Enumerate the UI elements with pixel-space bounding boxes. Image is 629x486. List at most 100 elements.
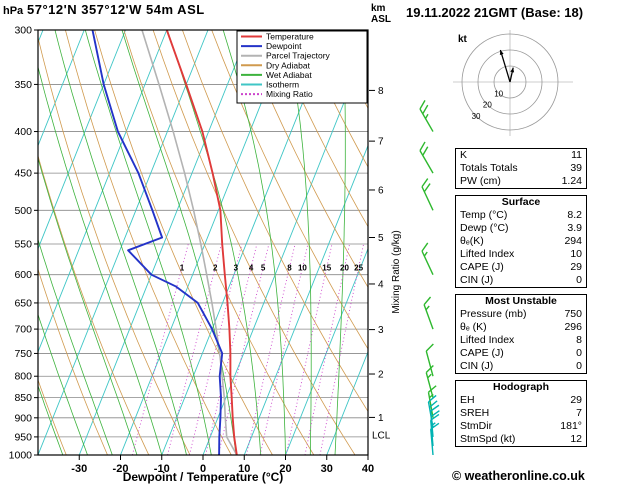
stat-row: Lifted Index 8 bbox=[456, 334, 586, 347]
mixing-ratio-line bbox=[285, 243, 333, 455]
km-tick-label: 1 bbox=[378, 413, 384, 424]
stat-value: 0 bbox=[576, 347, 582, 359]
stat-row: Temp (°C) 8.2 bbox=[456, 209, 586, 222]
dry-adiabat-line bbox=[211, 30, 368, 350]
stats-box-title: Most Unstable bbox=[485, 295, 557, 307]
mixing-ratio-line bbox=[217, 243, 270, 455]
dry-adiabat-line bbox=[38, 36, 191, 455]
km-tick-label: 7 bbox=[378, 137, 384, 148]
stat-row: Dewp (°C) 3.9 bbox=[456, 222, 586, 235]
legend-label: Parcel Trajectory bbox=[266, 51, 331, 61]
wind-barb bbox=[425, 364, 434, 398]
lcl-label: LCL bbox=[372, 431, 391, 442]
isotherm-line bbox=[243, 144, 368, 455]
stat-row: EH 29 bbox=[456, 394, 586, 407]
legend-label: Dewpoint bbox=[266, 41, 302, 51]
mixing-ratio-value-label: 4 bbox=[249, 264, 254, 273]
skewt-chart: 1 2 3 4 5 8 10 15 20 2530035040045050055060065070… bbox=[0, 2, 440, 484]
km-tick-label: 8 bbox=[378, 86, 384, 97]
stat-label: Lifted Index bbox=[460, 248, 515, 260]
mixing-ratio-value-label: 10 bbox=[298, 264, 307, 273]
mixing-ratio-line bbox=[188, 243, 243, 455]
wind-barb bbox=[419, 141, 434, 174]
wet-adiabat-line bbox=[38, 238, 113, 455]
stat-label: StmDir bbox=[460, 420, 493, 432]
stat-label: EH bbox=[460, 394, 475, 406]
km-tick-label: 2 bbox=[378, 370, 384, 381]
dewpoint-curve bbox=[91, 30, 224, 455]
pressure-tick-label: 1000 bbox=[9, 450, 33, 462]
stat-label: CAPE (J) bbox=[460, 261, 504, 273]
km-tick-label: 5 bbox=[378, 233, 384, 244]
dry-adiabat-line bbox=[65, 30, 232, 455]
mixing-ratio-value-label: 1 bbox=[180, 264, 185, 273]
stat-value: 181° bbox=[560, 420, 582, 432]
temp-tick-label: 10 bbox=[238, 463, 250, 475]
stat-row: CIN (J) 0 bbox=[456, 360, 586, 373]
stat-label: Totals Totals bbox=[460, 162, 518, 174]
wind-barb bbox=[421, 178, 434, 211]
wind-barb bbox=[430, 413, 440, 447]
dry-adiabat-line bbox=[152, 30, 356, 455]
stats-box-title: Hodograph bbox=[493, 381, 549, 393]
mixing-ratio-line bbox=[205, 243, 258, 455]
hodograph-ring bbox=[477, 49, 543, 115]
stat-label: CIN (J) bbox=[460, 360, 494, 372]
temp-tick-label: 0 bbox=[200, 463, 206, 475]
mixing-ratio-axis-label: Mixing Ratio (g/kg) bbox=[391, 230, 402, 313]
mixing-ratio-value-label: 8 bbox=[287, 264, 292, 273]
stat-value: 0 bbox=[576, 274, 582, 286]
station-title: 57°12'N 357°12'W 54m ASL bbox=[27, 2, 205, 17]
hodograph-ring-label: 30 bbox=[472, 112, 481, 121]
dry-adiabat-line bbox=[240, 30, 368, 289]
legend-label: Wet Adiabat bbox=[266, 70, 312, 80]
stats-box: Hodograph EH 29 SREH 7 StmDir 181° StmSpd (kt) 1… bbox=[455, 380, 587, 447]
temp-tick-label: 40 bbox=[362, 463, 374, 475]
pressure-tick-label: 550 bbox=[14, 238, 32, 250]
stat-label: CAPE (J) bbox=[460, 347, 504, 359]
km-tick-label: 6 bbox=[378, 185, 384, 196]
pressure-tick-label: 750 bbox=[14, 348, 32, 360]
stat-value: 8.2 bbox=[567, 209, 582, 221]
mixing-ratio-value-label: 3 bbox=[234, 264, 239, 273]
stat-label: Dewp (°C) bbox=[460, 222, 509, 234]
legend-label: Temperature bbox=[266, 32, 314, 42]
isotherm-line bbox=[0, 30, 2, 455]
temp-tick-label: 30 bbox=[321, 463, 333, 475]
stat-label: Lifted Index bbox=[460, 334, 515, 346]
isotherm-line bbox=[38, 30, 209, 455]
dry-adiabat-line bbox=[38, 267, 108, 455]
stat-label: θₑ (K) bbox=[460, 321, 487, 333]
wind-barb bbox=[427, 394, 438, 428]
legend-label: Dry Adiabat bbox=[266, 60, 311, 70]
wind-barb bbox=[423, 296, 434, 330]
mixing-ratio-value-label: 25 bbox=[354, 264, 363, 273]
wind-barb bbox=[419, 100, 434, 132]
stat-row: Lifted Index 10 bbox=[456, 248, 586, 261]
stat-value: 3.9 bbox=[567, 222, 582, 234]
wet-adiabat-line bbox=[54, 30, 187, 455]
stats-tables: K 11 Totals Totals 39 PW (cm) 1.24 Surface Temp… bbox=[455, 148, 587, 453]
dry-adiabat-line bbox=[299, 30, 368, 168]
stat-value: 8 bbox=[576, 334, 582, 346]
pressure-tick-label: 650 bbox=[14, 297, 32, 309]
stat-value: 29 bbox=[570, 394, 582, 406]
legend-label: Mixing Ratio bbox=[266, 89, 313, 99]
stat-value: 750 bbox=[564, 308, 582, 320]
mixing-ratio-line bbox=[319, 243, 365, 455]
km-tick-label: 3 bbox=[378, 325, 384, 336]
mixing-ratio-value-label: 2 bbox=[213, 264, 218, 273]
dry-adiabat-line bbox=[357, 30, 368, 51]
pressure-tick-label: 600 bbox=[14, 269, 32, 281]
stats-box: K 11 Totals Totals 39 PW (cm) 1.24 bbox=[455, 148, 587, 189]
dry-adiabat-line bbox=[123, 30, 315, 455]
hodograph-vector bbox=[509, 67, 515, 83]
temp-tick-label: -30 bbox=[71, 463, 87, 475]
stat-label: K bbox=[460, 149, 468, 161]
pressure-tick-label: 800 bbox=[14, 371, 32, 383]
stat-row: CAPE (J) 0 bbox=[456, 347, 586, 360]
temperature-curve bbox=[165, 30, 238, 455]
stat-row: CIN (J) 0 bbox=[456, 274, 586, 287]
stat-row: PW (cm) 1.24 bbox=[456, 175, 586, 188]
stat-value: 29 bbox=[570, 261, 582, 273]
